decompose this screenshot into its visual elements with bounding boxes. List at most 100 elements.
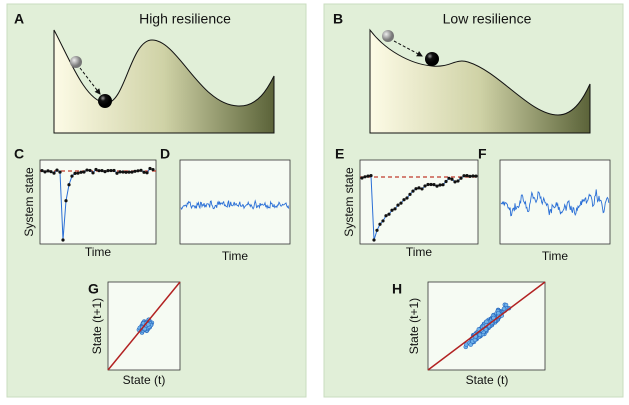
y-label: State (t+1) <box>407 298 421 354</box>
point <box>435 184 439 188</box>
point <box>456 179 460 183</box>
scatter-point <box>496 310 501 316</box>
point <box>396 203 400 207</box>
point <box>94 167 98 172</box>
landscape <box>53 29 275 134</box>
point <box>124 170 128 174</box>
point <box>432 183 436 187</box>
point <box>88 168 92 173</box>
x-label: Time <box>406 245 433 259</box>
point <box>106 169 110 173</box>
point <box>130 170 134 174</box>
panel-letter: F <box>478 146 487 162</box>
point <box>58 170 62 174</box>
point <box>136 169 140 173</box>
point <box>366 174 370 178</box>
scatter-point <box>146 322 151 327</box>
scatter-point <box>477 332 483 338</box>
point <box>133 169 137 173</box>
identity-line <box>427 281 546 371</box>
point <box>474 174 478 178</box>
point <box>91 171 95 175</box>
point <box>423 184 427 188</box>
point <box>414 187 418 191</box>
point <box>103 170 107 174</box>
x-label: Time <box>222 249 249 263</box>
point <box>61 238 65 242</box>
point <box>109 168 113 173</box>
panel-letter: C <box>14 146 24 162</box>
point <box>453 180 457 184</box>
plot-box <box>179 159 291 245</box>
point <box>85 168 89 172</box>
panel-letter: H <box>392 281 402 297</box>
plot-box <box>359 159 479 245</box>
panel-title: High resilience <box>139 11 231 27</box>
point <box>79 170 83 174</box>
point <box>399 201 403 205</box>
point <box>151 167 155 172</box>
point <box>369 173 373 178</box>
point <box>375 228 379 232</box>
point <box>402 198 406 202</box>
panel-letter: A <box>14 11 24 27</box>
point <box>429 182 433 187</box>
point <box>148 166 152 171</box>
point <box>112 168 116 173</box>
point <box>390 208 394 212</box>
ball <box>98 94 112 108</box>
point <box>55 168 59 172</box>
scatter-point <box>501 306 507 312</box>
point <box>465 173 469 178</box>
point <box>64 199 68 203</box>
ball <box>70 56 82 68</box>
point <box>145 171 149 175</box>
point <box>462 174 466 178</box>
point <box>420 187 424 191</box>
point <box>121 170 125 174</box>
arrow <box>79 67 101 95</box>
landscape <box>369 28 591 134</box>
point <box>408 192 412 196</box>
arrow <box>393 40 423 57</box>
point <box>82 170 86 174</box>
y-label: System state <box>342 167 356 237</box>
plot-box <box>39 159 157 245</box>
panel-letter: D <box>160 146 170 162</box>
point <box>100 168 104 173</box>
point <box>444 179 448 184</box>
noise-trace <box>180 199 290 211</box>
point <box>118 170 122 174</box>
point <box>97 169 101 173</box>
point <box>40 168 44 173</box>
point <box>139 168 143 172</box>
panel-letter: E <box>335 146 344 162</box>
point <box>378 222 382 226</box>
plot-box <box>499 159 611 245</box>
panel-letter: G <box>88 281 99 297</box>
y-label: System state <box>22 167 36 237</box>
noise-trace <box>500 189 610 217</box>
y-label: State (t+1) <box>90 298 104 354</box>
point <box>459 176 463 180</box>
point <box>115 171 119 175</box>
point <box>76 171 80 175</box>
point <box>387 212 391 216</box>
ball <box>425 52 439 66</box>
x-label: Time <box>542 249 569 263</box>
point <box>405 196 409 200</box>
point <box>372 238 376 242</box>
point <box>52 171 56 175</box>
identity-line <box>107 281 181 371</box>
point <box>393 207 397 211</box>
x-label: Time <box>85 245 112 259</box>
point <box>142 170 146 174</box>
panel-title: Low resilience <box>443 11 532 27</box>
point <box>426 182 430 187</box>
ball <box>382 30 394 42</box>
point <box>46 169 50 173</box>
point <box>70 174 74 178</box>
point <box>360 176 364 180</box>
point <box>447 176 451 180</box>
